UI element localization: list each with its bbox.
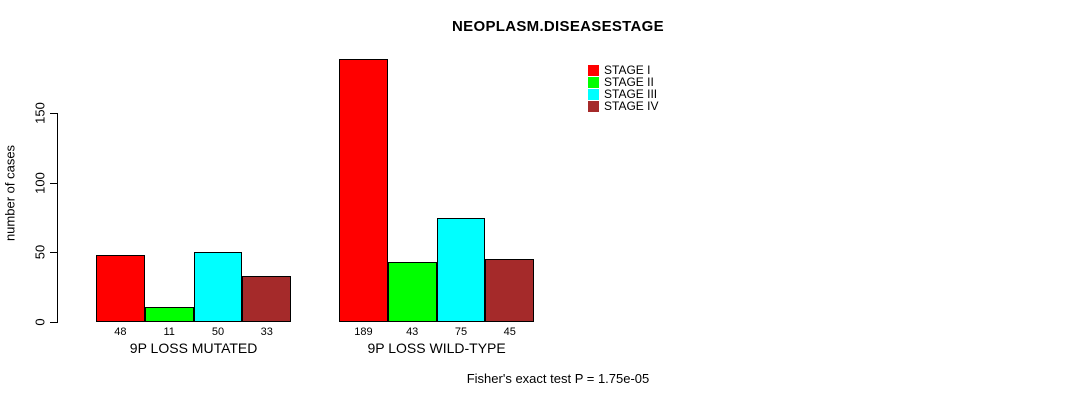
- y-tick-label: 50: [32, 245, 48, 260]
- y-tick: [50, 113, 58, 114]
- group-label: 9P LOSS WILD-TYPE: [367, 340, 506, 356]
- bar: [96, 255, 145, 322]
- bar: [242, 276, 292, 322]
- y-tick: [50, 322, 58, 323]
- bar: [485, 259, 535, 322]
- y-tick: [50, 252, 58, 254]
- bar-value-label: 33: [260, 326, 273, 338]
- bar: [339, 58, 388, 322]
- y-tick-label: 100: [32, 171, 48, 194]
- bar-value-label: 11: [163, 326, 175, 338]
- bar-value-label: 50: [211, 326, 225, 338]
- group-label: 9P LOSS MUTATED: [129, 340, 258, 356]
- bar: [193, 252, 243, 322]
- y-tick: [50, 182, 58, 184]
- chart-title: NEOPLASM.DISEASESTAGE: [452, 18, 664, 35]
- bar: [436, 217, 486, 322]
- bar-value-label: 48: [114, 326, 127, 338]
- bar-value-label: 75: [454, 326, 468, 338]
- bar-value-label: 45: [503, 326, 516, 338]
- bar: [144, 306, 194, 322]
- bar-value-label: 43: [406, 326, 419, 338]
- bar: [387, 262, 437, 322]
- y-tick-label: 150: [32, 102, 48, 124]
- y-tick-label: 0: [32, 318, 48, 326]
- y-axis-line: [57, 113, 58, 323]
- stat-annotation: Fisher's exact test P = 1.75e-05: [466, 371, 650, 386]
- bar-value-label: 189: [354, 326, 373, 338]
